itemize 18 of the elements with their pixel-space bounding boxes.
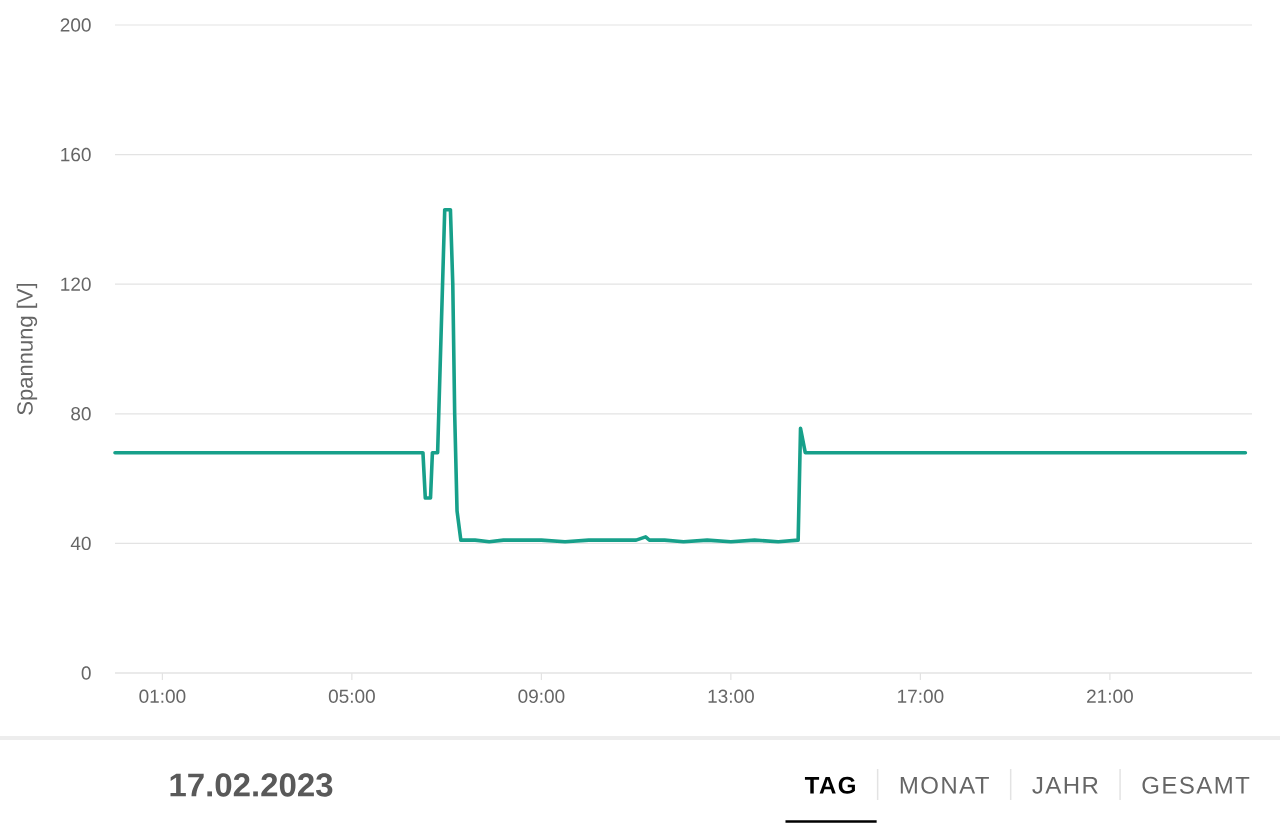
x-tick-label: 01:00: [139, 689, 186, 703]
text: JAHR: [1032, 776, 1098, 794]
x-tick-label: 13:00: [708, 689, 754, 703]
y-tick-label: 40: [70, 536, 91, 551]
text: TAG: [804, 776, 855, 794]
y-axis-title: Spannung [V]: [16, 283, 38, 415]
y-tick-label: 80: [71, 407, 91, 421]
y-tick-label: 120: [61, 277, 91, 291]
x-tick-label: 17:00: [898, 689, 944, 703]
text: 17.02.2023: [170, 773, 333, 797]
x-tick-label: 05:00: [328, 689, 375, 703]
text: GESAMT: [1142, 776, 1250, 794]
y-tick-label: 0: [81, 666, 91, 680]
y-tick-label: 160: [61, 147, 91, 162]
x-tick-label: 21:00: [1087, 689, 1133, 703]
text: MONAT: [900, 776, 989, 794]
x-tick-label: 09:00: [518, 689, 565, 703]
y-tick-label: 200: [60, 18, 91, 32]
